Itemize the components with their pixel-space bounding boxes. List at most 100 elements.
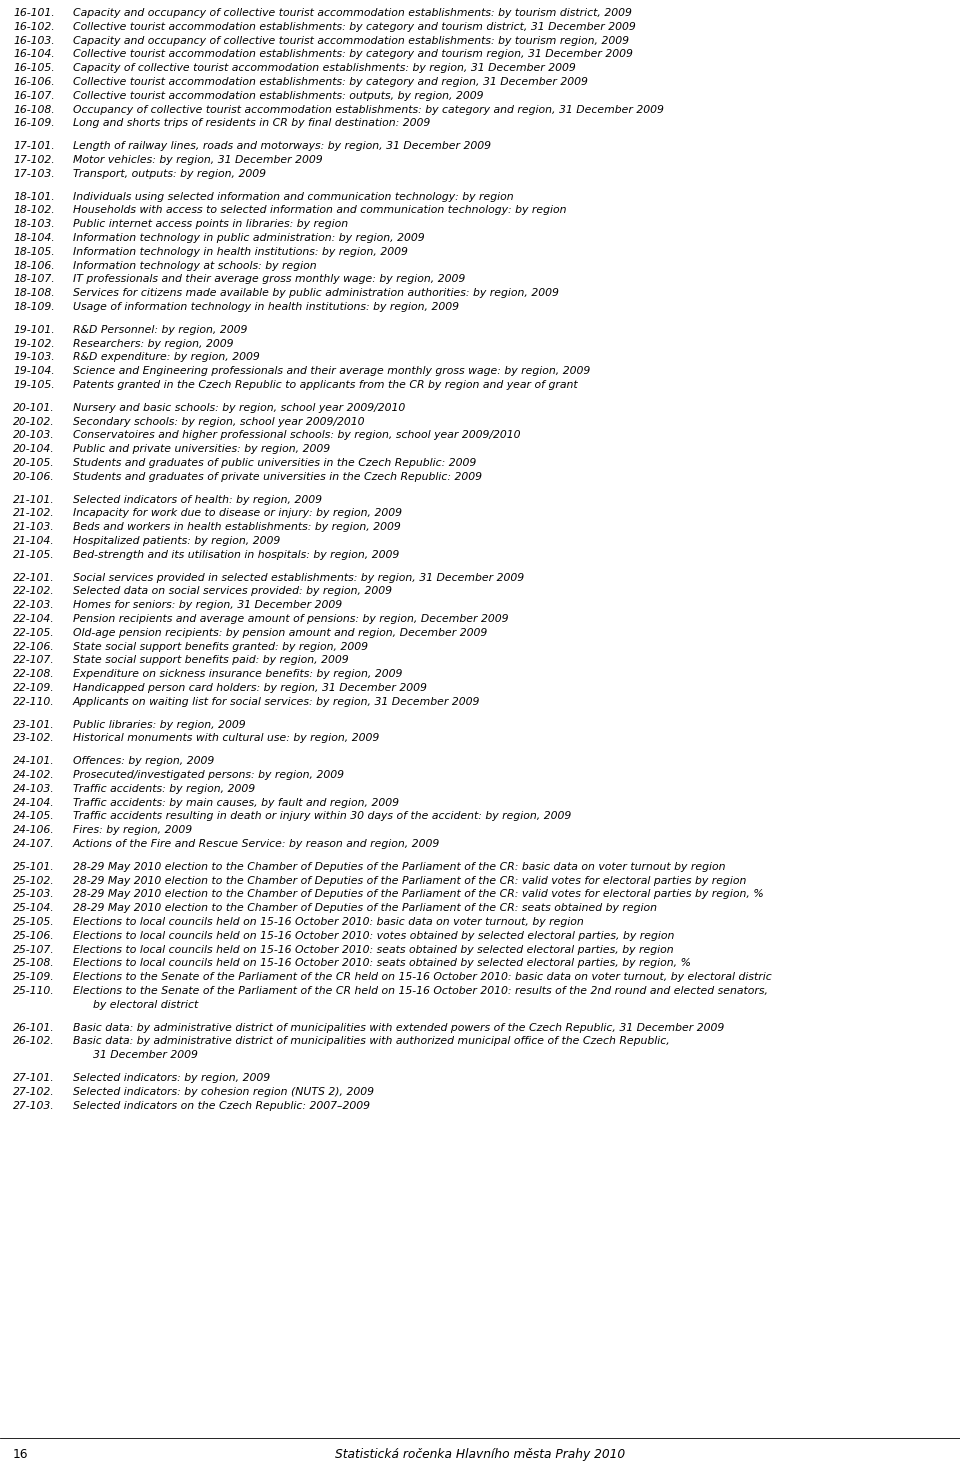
- Text: 23-102.: 23-102.: [13, 733, 55, 743]
- Text: Elections to the Senate of the Parliament of the CR held on 15-16 October 2010: : Elections to the Senate of the Parliamen…: [73, 972, 772, 983]
- Text: 20-105.: 20-105.: [13, 458, 55, 469]
- Text: Usage of information technology in health institutions: by region, 2009: Usage of information technology in healt…: [73, 303, 459, 311]
- Text: 25-103.: 25-103.: [13, 889, 55, 899]
- Text: 16-108.: 16-108.: [13, 104, 55, 115]
- Text: Selected indicators of health: by region, 2009: Selected indicators of health: by region…: [73, 495, 322, 504]
- Text: Information technology in health institutions: by region, 2009: Information technology in health institu…: [73, 247, 408, 257]
- Text: Pension recipients and average amount of pensions: by region, December 2009: Pension recipients and average amount of…: [73, 614, 509, 624]
- Text: 31 December 2009: 31 December 2009: [93, 1050, 198, 1061]
- Text: 16-109.: 16-109.: [13, 119, 55, 128]
- Text: 21-104.: 21-104.: [13, 536, 55, 546]
- Text: 22-102.: 22-102.: [13, 586, 55, 596]
- Text: Capacity and occupancy of collective tourist accommodation establishments: by to: Capacity and occupancy of collective tou…: [73, 35, 629, 46]
- Text: Researchers: by region, 2009: Researchers: by region, 2009: [73, 338, 233, 348]
- Text: 16-103.: 16-103.: [13, 35, 55, 46]
- Text: 18-106.: 18-106.: [13, 260, 55, 270]
- Text: Elections to the Senate of the Parliament of the CR held on 15-16 October 2010: : Elections to the Senate of the Parliamen…: [73, 986, 768, 996]
- Text: State social support benefits paid: by region, 2009: State social support benefits paid: by r…: [73, 655, 348, 665]
- Text: Collective tourist accommodation establishments: by category and tourism region,: Collective tourist accommodation establi…: [73, 50, 633, 59]
- Text: 17-102.: 17-102.: [13, 156, 55, 165]
- Text: 24-102.: 24-102.: [13, 770, 55, 780]
- Text: Collective tourist accommodation establishments: by category and region, 31 Dece: Collective tourist accommodation establi…: [73, 76, 588, 87]
- Text: 18-101.: 18-101.: [13, 191, 55, 201]
- Text: 22-107.: 22-107.: [13, 655, 55, 665]
- Text: 19-102.: 19-102.: [13, 338, 55, 348]
- Text: Selected indicators: by cohesion region (NUTS 2), 2009: Selected indicators: by cohesion region …: [73, 1087, 374, 1097]
- Text: 17-101.: 17-101.: [13, 141, 55, 151]
- Text: 20-104.: 20-104.: [13, 444, 55, 454]
- Text: Students and graduates of private universities in the Czech Republic: 2009: Students and graduates of private univer…: [73, 472, 482, 482]
- Text: Information technology at schools: by region: Information technology at schools: by re…: [73, 260, 317, 270]
- Text: 18-102.: 18-102.: [13, 206, 55, 216]
- Text: 26-102.: 26-102.: [13, 1037, 55, 1046]
- Text: Expenditure on sickness insurance benefits: by region, 2009: Expenditure on sickness insurance benefi…: [73, 670, 402, 679]
- Text: Homes for seniors: by region, 31 December 2009: Homes for seniors: by region, 31 Decembe…: [73, 601, 342, 610]
- Text: Social services provided in selected establishments: by region, 31 December 2009: Social services provided in selected est…: [73, 573, 524, 583]
- Text: 25-106.: 25-106.: [13, 931, 55, 940]
- Text: 22-108.: 22-108.: [13, 670, 55, 679]
- Text: 16-104.: 16-104.: [13, 50, 55, 59]
- Text: 28-29 May 2010 election to the Chamber of Deputies of the Parliament of the CR: : 28-29 May 2010 election to the Chamber o…: [73, 889, 764, 899]
- Text: by electoral district: by electoral district: [93, 1000, 199, 1009]
- Text: 22-104.: 22-104.: [13, 614, 55, 624]
- Text: 25-109.: 25-109.: [13, 972, 55, 983]
- Text: Bed-strength and its utilisation in hospitals: by region, 2009: Bed-strength and its utilisation in hosp…: [73, 549, 399, 560]
- Text: Science and Engineering professionals and their average monthly gross wage: by r: Science and Engineering professionals an…: [73, 366, 590, 376]
- Text: Prosecuted/investigated persons: by region, 2009: Prosecuted/investigated persons: by regi…: [73, 770, 344, 780]
- Text: Incapacity for work due to disease or injury: by region, 2009: Incapacity for work due to disease or in…: [73, 508, 402, 519]
- Text: Elections to local councils held on 15-16 October 2010: seats obtained by select: Elections to local councils held on 15-1…: [73, 945, 674, 955]
- Text: Individuals using selected information and communication technology: by region: Individuals using selected information a…: [73, 191, 514, 201]
- Text: 19-104.: 19-104.: [13, 366, 55, 376]
- Text: Actions of the Fire and Rescue Service: by reason and region, 2009: Actions of the Fire and Rescue Service: …: [73, 839, 441, 849]
- Text: 25-101.: 25-101.: [13, 862, 55, 871]
- Text: Old-age pension recipients: by pension amount and region, December 2009: Old-age pension recipients: by pension a…: [73, 627, 488, 638]
- Text: Handicapped person card holders: by region, 31 December 2009: Handicapped person card holders: by regi…: [73, 683, 427, 693]
- Text: 21-101.: 21-101.: [13, 495, 55, 504]
- Text: 18-104.: 18-104.: [13, 234, 55, 242]
- Text: 24-107.: 24-107.: [13, 839, 55, 849]
- Text: Basic data: by administrative district of municipalities with authorized municip: Basic data: by administrative district o…: [73, 1037, 670, 1046]
- Text: Elections to local councils held on 15-16 October 2010: basic data on voter turn: Elections to local councils held on 15-1…: [73, 917, 584, 927]
- Text: 16-107.: 16-107.: [13, 91, 55, 101]
- Text: 28-29 May 2010 election to the Chamber of Deputies of the Parliament of the CR: : 28-29 May 2010 election to the Chamber o…: [73, 876, 746, 886]
- Text: 16: 16: [13, 1448, 29, 1462]
- Text: Public libraries: by region, 2009: Public libraries: by region, 2009: [73, 720, 246, 730]
- Text: 19-101.: 19-101.: [13, 325, 55, 335]
- Text: Public internet access points in libraries: by region: Public internet access points in librari…: [73, 219, 348, 229]
- Text: Information technology in public administration: by region, 2009: Information technology in public adminis…: [73, 234, 424, 242]
- Text: Applicants on waiting list for social services: by region, 31 December 2009: Applicants on waiting list for social se…: [73, 696, 480, 707]
- Text: Selected data on social services provided: by region, 2009: Selected data on social services provide…: [73, 586, 392, 596]
- Text: Beds and workers in health establishments: by region, 2009: Beds and workers in health establishment…: [73, 521, 400, 532]
- Text: 20-101.: 20-101.: [13, 403, 55, 413]
- Text: 22-110.: 22-110.: [13, 696, 55, 707]
- Text: 25-102.: 25-102.: [13, 876, 55, 886]
- Text: Services for citizens made available by public administration authorities: by re: Services for citizens made available by …: [73, 288, 559, 298]
- Text: 18-103.: 18-103.: [13, 219, 55, 229]
- Text: Offences: by region, 2009: Offences: by region, 2009: [73, 757, 214, 767]
- Text: 18-108.: 18-108.: [13, 288, 55, 298]
- Text: Capacity and occupancy of collective tourist accommodation establishments: by to: Capacity and occupancy of collective tou…: [73, 7, 632, 18]
- Text: 21-105.: 21-105.: [13, 549, 55, 560]
- Text: 20-102.: 20-102.: [13, 417, 55, 426]
- Text: 24-101.: 24-101.: [13, 757, 55, 767]
- Text: Statistická ročenka Hlavního města Prahy 2010: Statistická ročenka Hlavního města Prahy…: [335, 1448, 625, 1462]
- Text: 19-103.: 19-103.: [13, 353, 55, 363]
- Text: Secondary schools: by region, school year 2009/2010: Secondary schools: by region, school yea…: [73, 417, 365, 426]
- Text: 22-106.: 22-106.: [13, 642, 55, 652]
- Text: Fires: by region, 2009: Fires: by region, 2009: [73, 826, 192, 836]
- Text: 28-29 May 2010 election to the Chamber of Deputies of the Parliament of the CR: : 28-29 May 2010 election to the Chamber o…: [73, 903, 657, 914]
- Text: Conservatoires and higher professional schools: by region, school year 2009/2010: Conservatoires and higher professional s…: [73, 430, 520, 441]
- Text: Collective tourist accommodation establishments: by category and tourism distric: Collective tourist accommodation establi…: [73, 22, 636, 32]
- Text: 24-106.: 24-106.: [13, 826, 55, 836]
- Text: 16-105.: 16-105.: [13, 63, 55, 73]
- Text: 21-103.: 21-103.: [13, 521, 55, 532]
- Text: IT professionals and their average gross monthly wage: by region, 2009: IT professionals and their average gross…: [73, 275, 466, 285]
- Text: Long and shorts trips of residents in CR by final destination: 2009: Long and shorts trips of residents in CR…: [73, 119, 430, 128]
- Text: R&D expenditure: by region, 2009: R&D expenditure: by region, 2009: [73, 353, 260, 363]
- Text: Patents granted in the Czech Republic to applicants from the CR by region and ye: Patents granted in the Czech Republic to…: [73, 380, 578, 389]
- Text: R&D Personnel: by region, 2009: R&D Personnel: by region, 2009: [73, 325, 248, 335]
- Text: 25-110.: 25-110.: [13, 986, 55, 996]
- Text: Nursery and basic schools: by region, school year 2009/2010: Nursery and basic schools: by region, sc…: [73, 403, 405, 413]
- Text: 16-106.: 16-106.: [13, 76, 55, 87]
- Text: Transport, outputs: by region, 2009: Transport, outputs: by region, 2009: [73, 169, 266, 179]
